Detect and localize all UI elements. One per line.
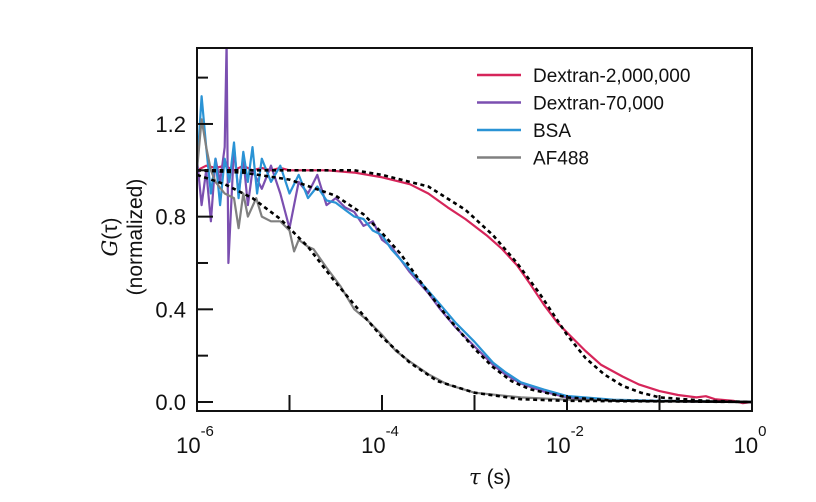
x-axis-symbol: τ — [469, 465, 481, 489]
legend-label: Dextran-2,000,000 — [533, 66, 690, 87]
svg-text:G(τ): G(τ) — [98, 217, 122, 256]
series-line-1 — [197, 48, 752, 404]
x-tick-label: 10-6 — [176, 423, 214, 458]
series-line-0 — [197, 164, 752, 405]
x-tick-label: 10-4 — [361, 423, 399, 458]
legend: Dextran-2,000,000 Dextran-70,000 BSA AF488 — [477, 66, 690, 170]
svg-text:τ(s): τ (s) — [469, 465, 511, 489]
x-tick-base: 10 — [546, 433, 570, 458]
x-tick-exponent: -4 — [386, 423, 399, 440]
legend-label: Dextran-70,000 — [533, 94, 664, 115]
plot-area — [197, 48, 752, 405]
legend-label: BSA — [533, 121, 571, 142]
x-axis-unit: (s) — [487, 466, 512, 489]
fit-line-2 — [197, 173, 752, 404]
series-line-3 — [197, 118, 752, 404]
y-axis-symbol: G — [98, 240, 122, 257]
plot-frame — [196, 47, 753, 412]
series-line-2 — [197, 95, 752, 404]
x-tick-exponent: -2 — [571, 423, 584, 440]
x-tick-base: 10 — [361, 433, 385, 458]
fit-line-1 — [197, 169, 752, 404]
x-tick-label: 10-2 — [546, 423, 584, 458]
x-tick-base: 10 — [176, 433, 200, 458]
y-tick-label: 0.8 — [155, 205, 186, 230]
y-axis-subtitle: (normalized) — [124, 179, 147, 296]
x-tick-base: 10 — [734, 433, 758, 458]
y-tick-label: 1.2 — [155, 112, 186, 137]
y-axis-arg: (τ) — [99, 217, 122, 239]
y-axis-label: G(τ) (normalized) — [98, 179, 147, 296]
x-tick-label: 100 — [734, 423, 767, 458]
x-tick-exponent: 0 — [758, 423, 766, 440]
y-tick-label: 0.0 — [155, 390, 186, 415]
y-tick-label: 0.4 — [155, 297, 186, 322]
x-axis-label: τ (s) — [469, 465, 511, 489]
fit-line-0 — [197, 169, 752, 404]
x-tick-exponent: -6 — [201, 423, 214, 440]
legend-label: AF488 — [533, 149, 589, 170]
